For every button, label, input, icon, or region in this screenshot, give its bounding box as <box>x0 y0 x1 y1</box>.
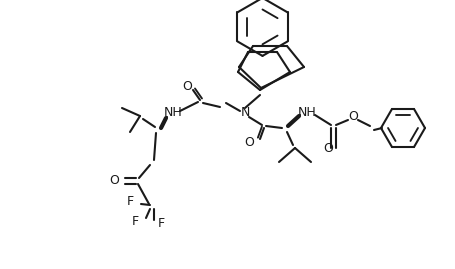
Text: N: N <box>240 107 249 119</box>
Text: O: O <box>243 136 253 148</box>
Text: O: O <box>182 80 192 93</box>
Text: NH: NH <box>163 107 182 119</box>
Text: O: O <box>109 175 119 187</box>
Text: O: O <box>347 109 357 122</box>
Text: F: F <box>157 218 164 231</box>
Text: F: F <box>126 196 133 208</box>
Text: O: O <box>322 143 332 155</box>
Text: F: F <box>131 215 138 228</box>
Text: NH: NH <box>297 107 316 119</box>
